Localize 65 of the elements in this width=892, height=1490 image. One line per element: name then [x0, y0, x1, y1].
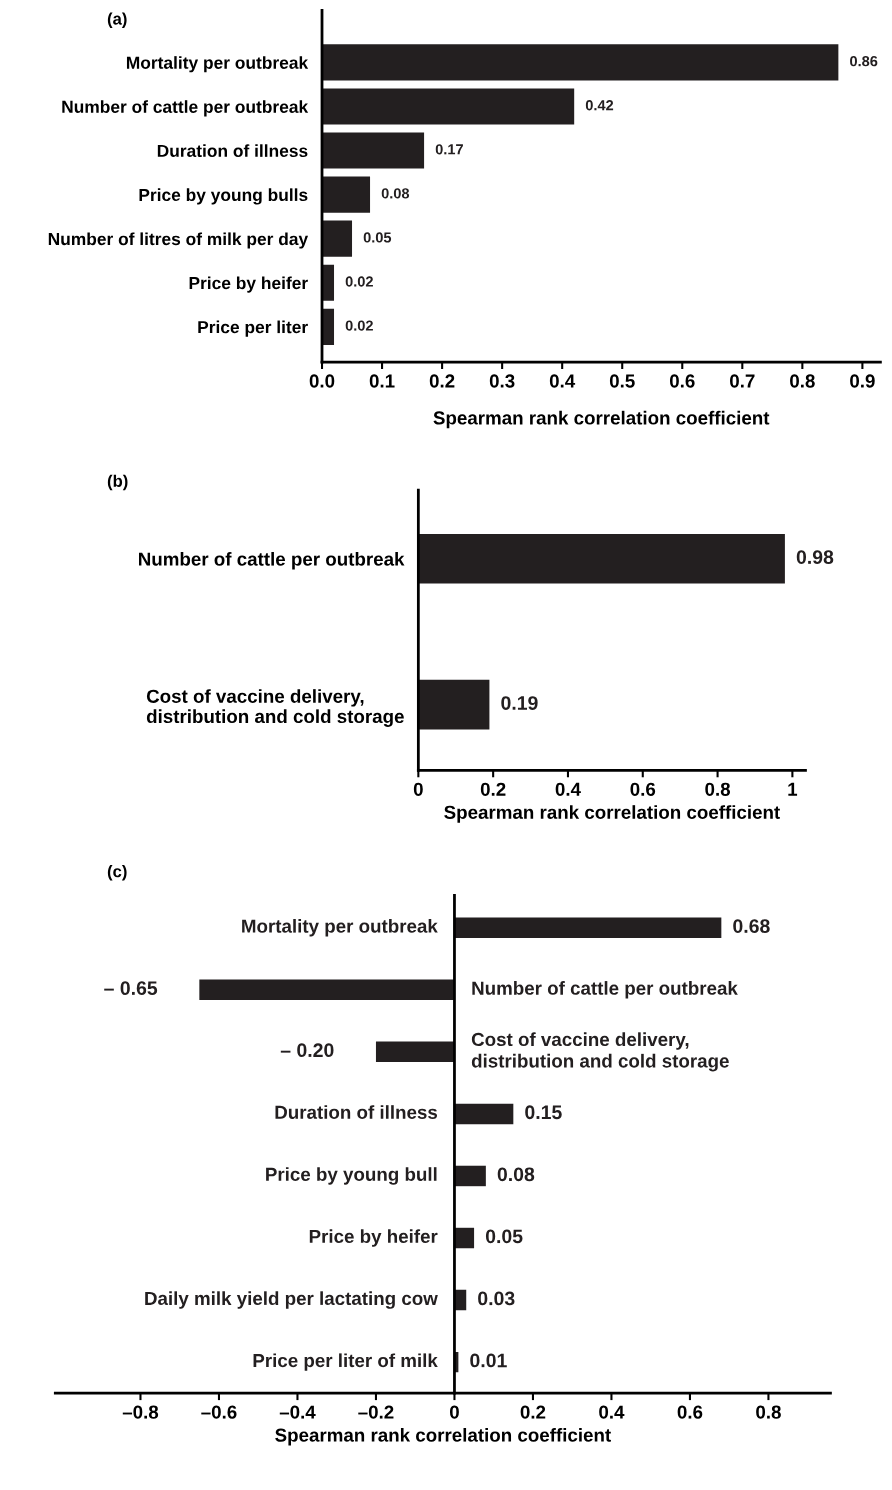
x-tick-label: –0.2 — [358, 1405, 394, 1419]
y-tick-label: Price by heifer — [189, 276, 308, 293]
y-tick-label: Price per liter of milk — [253, 1353, 438, 1371]
x-axis-title: Spearman rank correlation coefficient — [444, 805, 780, 823]
x-tick-label: 0.7 — [730, 374, 755, 388]
data-label: 0.05 — [363, 232, 392, 243]
y-tick-label: Mortality per outbreak — [242, 919, 438, 937]
data-label: 0.01 — [470, 1353, 507, 1368]
y-tick-label: Price by young bulls — [139, 188, 308, 205]
data-label: 0.17 — [435, 144, 463, 155]
x-tick-label: 0.8 — [705, 782, 731, 796]
text: (a) — [107, 12, 127, 29]
data-label: – 0.20 — [280, 1043, 334, 1058]
y-tick-label: Price by heifer — [309, 1229, 438, 1247]
y-tick-label: Number of litres of milk per day — [48, 232, 309, 249]
y-tick-label: Price per liter — [198, 320, 308, 337]
data-label: 0.08 — [497, 1167, 535, 1182]
data-label: 0.68 — [733, 919, 770, 933]
y-tick-label: Number of cattle per outbreak — [472, 981, 738, 999]
x-tick-label: 0.8 — [790, 374, 815, 388]
text: (b) — [107, 474, 128, 491]
x-tick-label: 0.3 — [489, 374, 515, 388]
data-label: 0.02 — [345, 276, 373, 287]
data-label: 0.86 — [850, 56, 878, 67]
x-tick-label: 0.0 — [309, 374, 335, 388]
x-tick-label: –0.6 — [201, 1405, 237, 1419]
data-label: 0.19 — [501, 696, 538, 710]
y-tick-label: Number of cattle per outbreak — [139, 551, 405, 570]
x-tick-label: 0.6 — [669, 374, 695, 388]
y-tick-label: Cost of vaccine delivery, distribution and cold storage — [146, 689, 404, 727]
data-label: 0.03 — [478, 1291, 515, 1306]
x-tick-label: 0 — [413, 782, 423, 796]
x-tick-label: 0 — [449, 1405, 459, 1419]
x-tick-label: –0.8 — [122, 1405, 159, 1419]
x-tick-label: 0.6 — [677, 1405, 703, 1419]
x-tick-label: –0.4 — [279, 1405, 316, 1419]
x-tick-label: 1 — [788, 782, 798, 796]
data-label: 0.05 — [485, 1229, 523, 1244]
y-tick-label: Daily milk yield per lactating cow — [145, 1291, 438, 1309]
x-tick-label: 0.2 — [429, 374, 455, 388]
x-tick-label: 0.4 — [555, 782, 581, 796]
data-label: 0.08 — [381, 188, 410, 199]
x-tick-label: 0.9 — [850, 374, 875, 388]
x-tick-label: 0.5 — [609, 374, 635, 388]
x-axis-title: Spearman rank correlation coefficient — [433, 410, 770, 429]
y-tick-label: Number of cattle per outbreak — [62, 100, 309, 117]
y-tick-label: Mortality per outbreak — [126, 56, 309, 73]
x-tick-label: 0.4 — [549, 374, 576, 388]
x-tick-label: 0.6 — [630, 782, 656, 796]
data-label: – 0.65 — [104, 981, 158, 996]
x-tick-label: 0.8 — [756, 1405, 781, 1419]
y-tick-label: Duration of illness — [157, 144, 308, 158]
y-tick-label: Price by young bull — [266, 1167, 437, 1185]
y-tick-label: Cost of vaccine delivery, distribution and cold storage — [471, 1032, 729, 1072]
y-tick-label: Duration of illness — [275, 1105, 438, 1119]
x-axis-title: Spearman rank correlation coefficient — [275, 1427, 611, 1446]
data-label: 0.98 — [796, 550, 834, 564]
data-label: 0.15 — [525, 1105, 562, 1120]
x-tick-label: 0.4 — [599, 1405, 625, 1419]
data-label: 0.42 — [585, 100, 614, 111]
data-label: 0.02 — [345, 320, 373, 331]
x-tick-label: 0.2 — [520, 1405, 546, 1419]
chart-title: (c) — [107, 865, 127, 881]
x-tick-label: 0.1 — [369, 374, 395, 388]
x-tick-label: 0.2 — [480, 782, 506, 796]
